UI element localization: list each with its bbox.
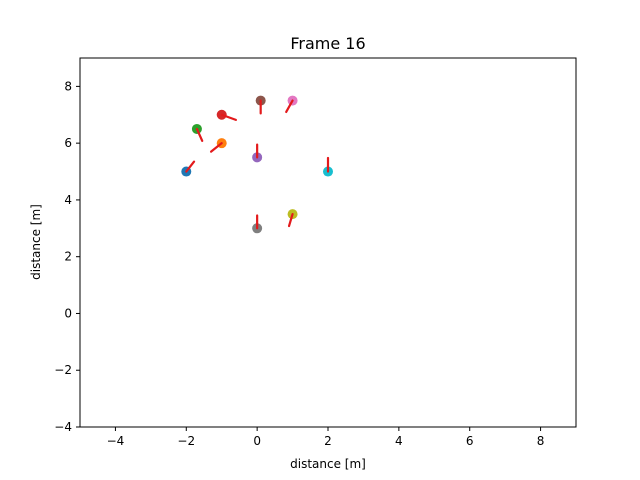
plot-frame	[79, 57, 577, 428]
y-tick-label: 4	[64, 193, 72, 207]
y-axis-label: distance [m]	[29, 204, 43, 280]
y-tick-label: −4	[54, 420, 72, 434]
plot-area	[181, 95, 333, 234]
x-tick-label: −4	[107, 434, 125, 448]
y-tick-label: 6	[64, 136, 72, 150]
heading-line	[185, 160, 196, 173]
chart-title: Frame 16	[290, 34, 365, 53]
x-axis-label: distance [m]	[290, 457, 366, 471]
x-tick-label: −2	[177, 434, 195, 448]
heading-line	[220, 113, 237, 121]
y-tick-label: 0	[64, 306, 72, 320]
x-tick-label: 0	[253, 434, 261, 448]
x-tick-label: 8	[537, 434, 545, 448]
x-tick-label: 2	[324, 434, 332, 448]
heading-line	[285, 99, 294, 114]
heading-line	[195, 127, 204, 142]
y-tick-label: 8	[64, 79, 72, 93]
heading-line	[209, 142, 223, 153]
y-tick-label: 2	[64, 250, 72, 264]
heading-line	[287, 213, 294, 228]
x-tick-label: 6	[466, 434, 474, 448]
y-axis-ticks: −4 −2 0 2 4 6 8	[54, 79, 80, 434]
x-axis-ticks: −4 −2 0 2 4 6 8	[107, 427, 545, 448]
x-tick-label: 4	[395, 434, 403, 448]
y-tick-label: −2	[54, 363, 72, 377]
